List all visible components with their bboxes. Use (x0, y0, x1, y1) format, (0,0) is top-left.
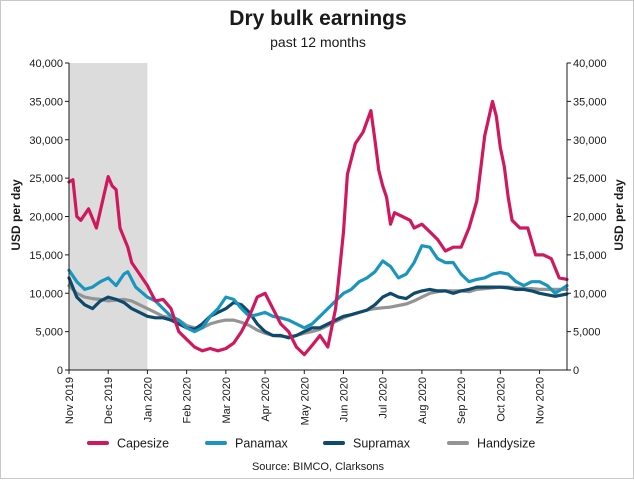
x-tick-label: Dec 2019 (103, 377, 115, 424)
y-axis-label-right: USD per day (612, 179, 626, 251)
y-tick-label-right: 40,000 (573, 58, 607, 70)
x-tick-label: Apr 2020 (260, 377, 272, 422)
source-note: Source: BIMCO, Clarksons (252, 461, 385, 473)
y-ticks-left: 0 5,000 10,000 15,000 20,000 25,000 30,000 35,0… (29, 58, 69, 377)
x-tick-label: May 2020 (299, 377, 311, 425)
x-tick-label: Mar 2020 (221, 377, 233, 423)
y-tick-label-left: 15,000 (29, 250, 63, 262)
y-tick-label-left: 5,000 (35, 327, 63, 339)
y-tick-label-left: 25,000 (29, 173, 63, 185)
y-tick-label-right: 25,000 (573, 173, 607, 185)
legend-label-handysize: Handysize (477, 437, 535, 451)
y-tick-label-right: 5,000 (573, 327, 601, 339)
legend-label-supramax: Supramax (353, 437, 411, 451)
y-tick-label-left: 10,000 (29, 288, 63, 300)
x-tick-label: Aug 2020 (417, 377, 429, 424)
series-layer (67, 99, 569, 357)
y-tick-label-right: 35,000 (573, 96, 607, 108)
x-tick-label: Nov 2019 (64, 377, 76, 424)
x-tick-label: Sep 2020 (456, 377, 468, 424)
legend: Capesize Panamax Supramax Handysize (87, 437, 535, 451)
y-tick-label-right: 0 (573, 365, 579, 377)
y-tick-label-right: 20,000 (573, 212, 607, 224)
y-axis-label-left: USD per day (9, 179, 23, 251)
y-tick-label-left: 40,000 (29, 58, 63, 70)
x-ticks: Nov 2019 Dec 2019 Jan 2020 Feb 2020 Mar 2020… (64, 370, 547, 425)
y-tick-label-right: 30,000 (573, 135, 607, 147)
y-tick-label-left: 35,000 (29, 96, 63, 108)
series-line-capesize (67, 99, 569, 357)
chart-subtitle: past 12 months (270, 34, 366, 50)
shaded-period (69, 63, 148, 370)
x-tick-label: Oct 2020 (495, 377, 507, 422)
x-tick-label: Jan 2020 (142, 377, 154, 422)
y-ticks-right: 0 5,000 10,000 15,000 20,000 25,000 30,000 35,0… (567, 58, 607, 377)
series-line-handysize (67, 284, 569, 339)
legend-label-panamax: Panamax (235, 437, 289, 451)
legend-label-capesize: Capesize (117, 437, 169, 451)
x-tick-label: Nov 2020 (535, 377, 547, 424)
chart-title: Dry bulk earnings (229, 7, 406, 30)
y-tick-label-left: 0 (57, 365, 63, 377)
y-tick-label-left: 30,000 (29, 135, 63, 147)
x-tick-label: Jul 2020 (378, 377, 390, 419)
x-tick-label: Jun 2020 (338, 377, 350, 422)
series-line-supramax (67, 276, 569, 340)
y-tick-label-right: 10,000 (573, 288, 607, 300)
y-tick-label-right: 15,000 (573, 250, 607, 262)
x-tick-label: Feb 2020 (182, 377, 194, 423)
series-line-panamax (67, 244, 569, 334)
y-tick-label-left: 20,000 (29, 212, 63, 224)
